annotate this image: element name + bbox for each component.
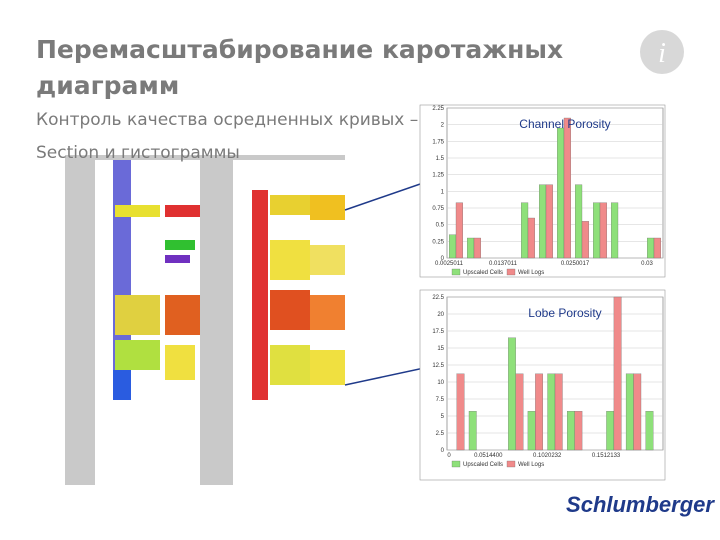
logo: Schlumberger [566,492,715,517]
bar [527,217,535,259]
bar [508,337,516,451]
legend-swatch [451,460,461,468]
bar [611,202,619,259]
y-tick-label: 22.5 [432,295,444,301]
legend-label: Well Logs [518,462,544,468]
bar [575,184,583,259]
bar [545,184,553,259]
bar [515,373,524,451]
y-tick-label: 10 [437,380,444,386]
bar [593,202,601,259]
legend-swatch [506,460,516,468]
x-tick-label: 0.0250017 [561,261,590,267]
bar [554,373,563,451]
legend-label: Upscaled Cells [463,270,503,276]
chart-title: Lobe Porosity [528,306,601,320]
bar [606,411,615,451]
legend-label: Well Logs [518,270,544,276]
y-tick-label: 1 [441,189,445,195]
slide-title: Перемасштабирование каротажных диаграмм [36,35,563,100]
bar [599,202,607,259]
svg-text:i: i [658,38,666,69]
bar [653,237,661,259]
bar [633,373,642,451]
bar [467,237,475,259]
bar [527,411,536,451]
y-tick-label: 1.5 [436,156,445,162]
bar [521,202,529,259]
y-tick-label: 5 [441,414,445,420]
y-tick-label: 20 [437,312,444,318]
bar [645,411,654,451]
bar [468,411,477,451]
bar [456,373,465,451]
info-icon: i [640,30,684,74]
bar [547,373,556,451]
y-tick-label: 0 [441,256,445,262]
plot-area [446,107,664,259]
bar [473,237,481,259]
bar [574,411,583,451]
y-tick-label: 0.25 [432,239,444,245]
well-section [65,155,453,485]
x-tick-label: 0.1020232 [533,453,562,459]
bar [557,127,565,259]
y-tick-label: 1.75 [432,139,444,145]
bar [539,184,547,259]
y-tick-label: 2.5 [436,431,445,437]
bar [613,296,622,451]
bar [563,117,571,259]
y-tick-label: 0 [441,448,445,454]
y-tick-label: 12.5 [432,363,444,369]
x-tick-label: 0.0025011 [435,261,464,267]
legend-label: Upscaled Cells [463,462,503,468]
bar [455,202,463,259]
chart-title: Channel Porosity [519,117,610,131]
x-tick-label: 0.0514400 [474,453,503,459]
bar [567,411,575,451]
y-tick-label: 2 [441,123,445,129]
bar [581,221,589,259]
y-tick-label: 2.25 [432,106,444,112]
y-tick-label: 0.5 [436,223,445,229]
slide-subtitle: Контроль качества осредненных кривых – W… [36,110,459,163]
y-tick-label: 1.25 [432,173,444,179]
legend-swatch [451,268,461,276]
y-tick-label: 17.5 [432,329,444,335]
legend-swatch [506,268,516,276]
x-tick-label: 0 [447,453,451,459]
x-tick-label: 0.1512133 [592,453,621,459]
bar [535,373,543,451]
x-tick-label: 0.0137011 [489,261,518,267]
y-tick-label: 0.75 [432,206,444,212]
y-tick-label: 7.5 [436,397,445,403]
y-tick-label: 15 [437,346,444,352]
bar [625,373,634,451]
x-tick-label: 0.03 [641,261,653,267]
bar [449,234,457,259]
bar [647,237,655,259]
